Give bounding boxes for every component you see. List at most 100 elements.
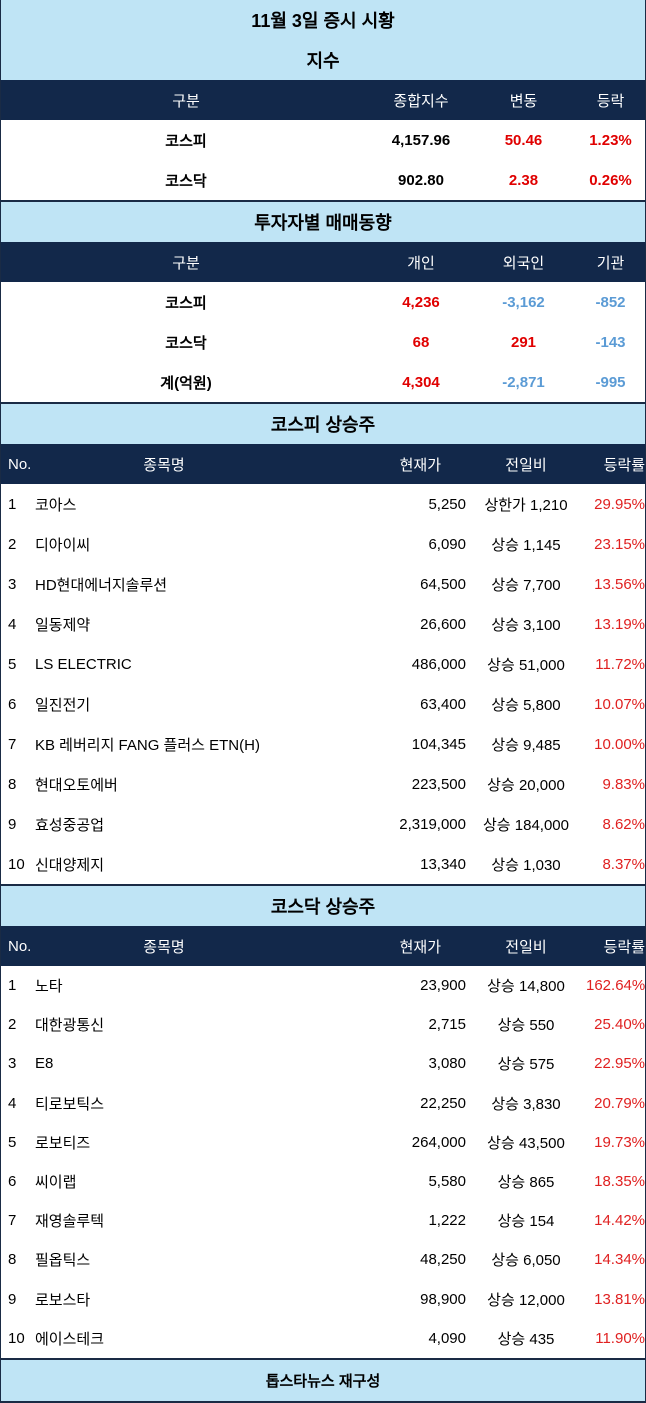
stock-name: 효성중공업 xyxy=(35,816,105,834)
stock-row: 3 E8 3,080 상승 575 22.95% xyxy=(1,1044,645,1083)
current-price: 2,715 xyxy=(428,1016,466,1034)
stock-row: 6 일진전기 63,400 상승 5,800 10.07% xyxy=(1,684,645,724)
stock-row: 7 KB 레버리지 FANG 플러스 ETN(H) 104,345 상승 9,485 1… xyxy=(1,724,645,764)
column-header: 기관 xyxy=(596,254,625,272)
change-rate: 14.34% xyxy=(594,1251,645,1269)
change-rate: 13.81% xyxy=(594,1290,645,1308)
change: 상승 1,145 xyxy=(491,536,561,554)
current-price: 13,340 xyxy=(420,855,466,873)
stock-row: 8 현대오토에버 223,500 상승 20,000 9.83% xyxy=(1,764,645,804)
column-header: 종목명 xyxy=(143,456,185,474)
change: 상승 14,800 xyxy=(487,978,565,996)
value-1: 4,304 xyxy=(402,373,440,391)
change: 상승 550 xyxy=(497,1017,555,1035)
rank: 6 xyxy=(8,695,17,713)
column-header: 변동 xyxy=(509,92,538,110)
change-rate: 8.37% xyxy=(602,855,645,873)
change-rate: 22.95% xyxy=(594,1055,645,1073)
stock-name: 티로보틱스 xyxy=(35,1095,105,1113)
stock-name: 로보티즈 xyxy=(35,1134,91,1152)
column-header: 등락률 xyxy=(603,456,645,474)
stock-name: 씨이랩 xyxy=(35,1174,77,1192)
kospi-gainers-table: No. 종목명 현재가 전일비 등락률 1 코아스 5,250 상한가 1,210 29.95% 2… xyxy=(1,444,645,884)
change: 상승 1,030 xyxy=(491,856,561,874)
change: 상승 9,485 xyxy=(491,736,561,754)
table-header: No. 종목명 현재가 전일비 등락률 xyxy=(1,444,645,484)
stock-row: 2 대한광통신 2,715 상승 550 25.40% xyxy=(1,1005,645,1044)
column-header: 개인 xyxy=(407,254,435,272)
change-rate: 9.83% xyxy=(602,775,645,793)
column-header: 등락 xyxy=(596,92,625,110)
value-2: 291 xyxy=(510,333,537,351)
change: 상승 51,000 xyxy=(487,656,565,674)
current-price: 6,090 xyxy=(428,535,466,553)
column-header: 등락률 xyxy=(603,938,645,956)
row-label: 코스피 xyxy=(165,294,207,312)
change-rate: 23.15% xyxy=(594,535,645,553)
investors-section-title: 투자자별 매매동향 xyxy=(1,202,645,242)
stock-name: 디아이씨 xyxy=(35,536,91,554)
value-3: -143 xyxy=(595,333,626,351)
page-title: 11월 3일 증시 시황 xyxy=(1,0,645,40)
kosdaq-section-title: 코스닥 상승주 xyxy=(1,886,645,926)
rank: 10 xyxy=(8,855,25,873)
current-price: 223,500 xyxy=(411,775,466,793)
rank: 1 xyxy=(8,977,17,995)
change: 상승 184,000 xyxy=(483,816,569,834)
change-rate: 13.56% xyxy=(594,575,645,593)
table-header: 구분 종합지수 변동 등락 xyxy=(1,80,645,120)
table-row: 계(억원) 4,304 -2,871 -995 xyxy=(1,362,645,402)
stock-row: 7 재영솔루텍 1,222 상승 154 14.42% xyxy=(1,1201,645,1240)
column-header: 종합지수 xyxy=(393,92,449,110)
change: 상승 3,830 xyxy=(491,1095,561,1113)
rank: 1 xyxy=(8,495,17,513)
stock-name: 신대양제지 xyxy=(35,856,105,874)
rank: 2 xyxy=(8,1016,17,1034)
value-1: 4,236 xyxy=(402,293,440,311)
stock-name: KB 레버리지 FANG 플러스 ETN(H) xyxy=(35,736,260,754)
stock-row: 8 필옵틱스 48,250 상승 6,050 14.34% xyxy=(1,1240,645,1279)
rank: 3 xyxy=(8,1055,17,1073)
column-header: 구분 xyxy=(172,254,200,272)
column-header: 전일비 xyxy=(505,938,547,956)
change-rate: 11.90% xyxy=(595,1329,645,1347)
current-price: 63,400 xyxy=(420,695,466,713)
current-price: 64,500 xyxy=(420,575,466,593)
change-rate: 20.79% xyxy=(594,1094,645,1112)
stock-name: E8 xyxy=(35,1055,54,1073)
stock-row: 2 디아이씨 6,090 상승 1,145 23.15% xyxy=(1,524,645,564)
change: 상승 43,500 xyxy=(487,1134,565,1152)
value-2: -3,162 xyxy=(502,293,545,311)
stock-name: 현대오토에버 xyxy=(35,776,118,794)
value-3: 0.26% xyxy=(589,171,632,189)
rank: 10 xyxy=(8,1329,25,1347)
change: 상승 5,800 xyxy=(491,696,561,714)
column-header: 외국인 xyxy=(502,254,545,272)
table-row: 코스피 4,236 -3,162 -852 xyxy=(1,282,645,322)
current-price: 5,250 xyxy=(428,495,466,513)
index-table: 구분 종합지수 변동 등락 코스피 4,157.96 50.46 1.23% 코스닥 902.80… xyxy=(1,80,645,200)
rank: 2 xyxy=(8,535,17,553)
rank: 9 xyxy=(8,1290,17,1308)
kosdaq-gainers-table: No. 종목명 현재가 전일비 등락률 1 노타 23,900 상승 14,800 162.64%… xyxy=(1,926,645,1358)
value-3: -852 xyxy=(595,293,626,311)
table-row: 코스피 4,157.96 50.46 1.23% xyxy=(1,120,645,160)
row-label: 코스닥 xyxy=(165,334,207,352)
value-1: 4,157.96 xyxy=(391,131,451,149)
rank: 5 xyxy=(8,1133,17,1151)
value-1: 902.80 xyxy=(398,171,444,189)
change-rate: 10.07% xyxy=(594,695,645,713)
value-2: 2.38 xyxy=(508,171,539,189)
stock-row: 1 노타 23,900 상승 14,800 162.64% xyxy=(1,966,645,1005)
value-2: 50.46 xyxy=(504,131,543,149)
change-rate: 8.62% xyxy=(602,815,645,833)
change-rate: 11.72% xyxy=(595,655,645,673)
stock-row: 4 티로보틱스 22,250 상승 3,830 20.79% xyxy=(1,1084,645,1123)
stock-name: 대한광통신 xyxy=(35,1017,105,1035)
stock-name: 노타 xyxy=(35,978,63,996)
column-header: 구분 xyxy=(172,92,200,110)
current-price: 4,090 xyxy=(428,1329,466,1347)
stock-row: 9 효성중공업 2,319,000 상승 184,000 8.62% xyxy=(1,804,645,844)
stock-row: 6 씨이랩 5,580 상승 865 18.35% xyxy=(1,1162,645,1201)
value-3: 1.23% xyxy=(589,131,632,149)
